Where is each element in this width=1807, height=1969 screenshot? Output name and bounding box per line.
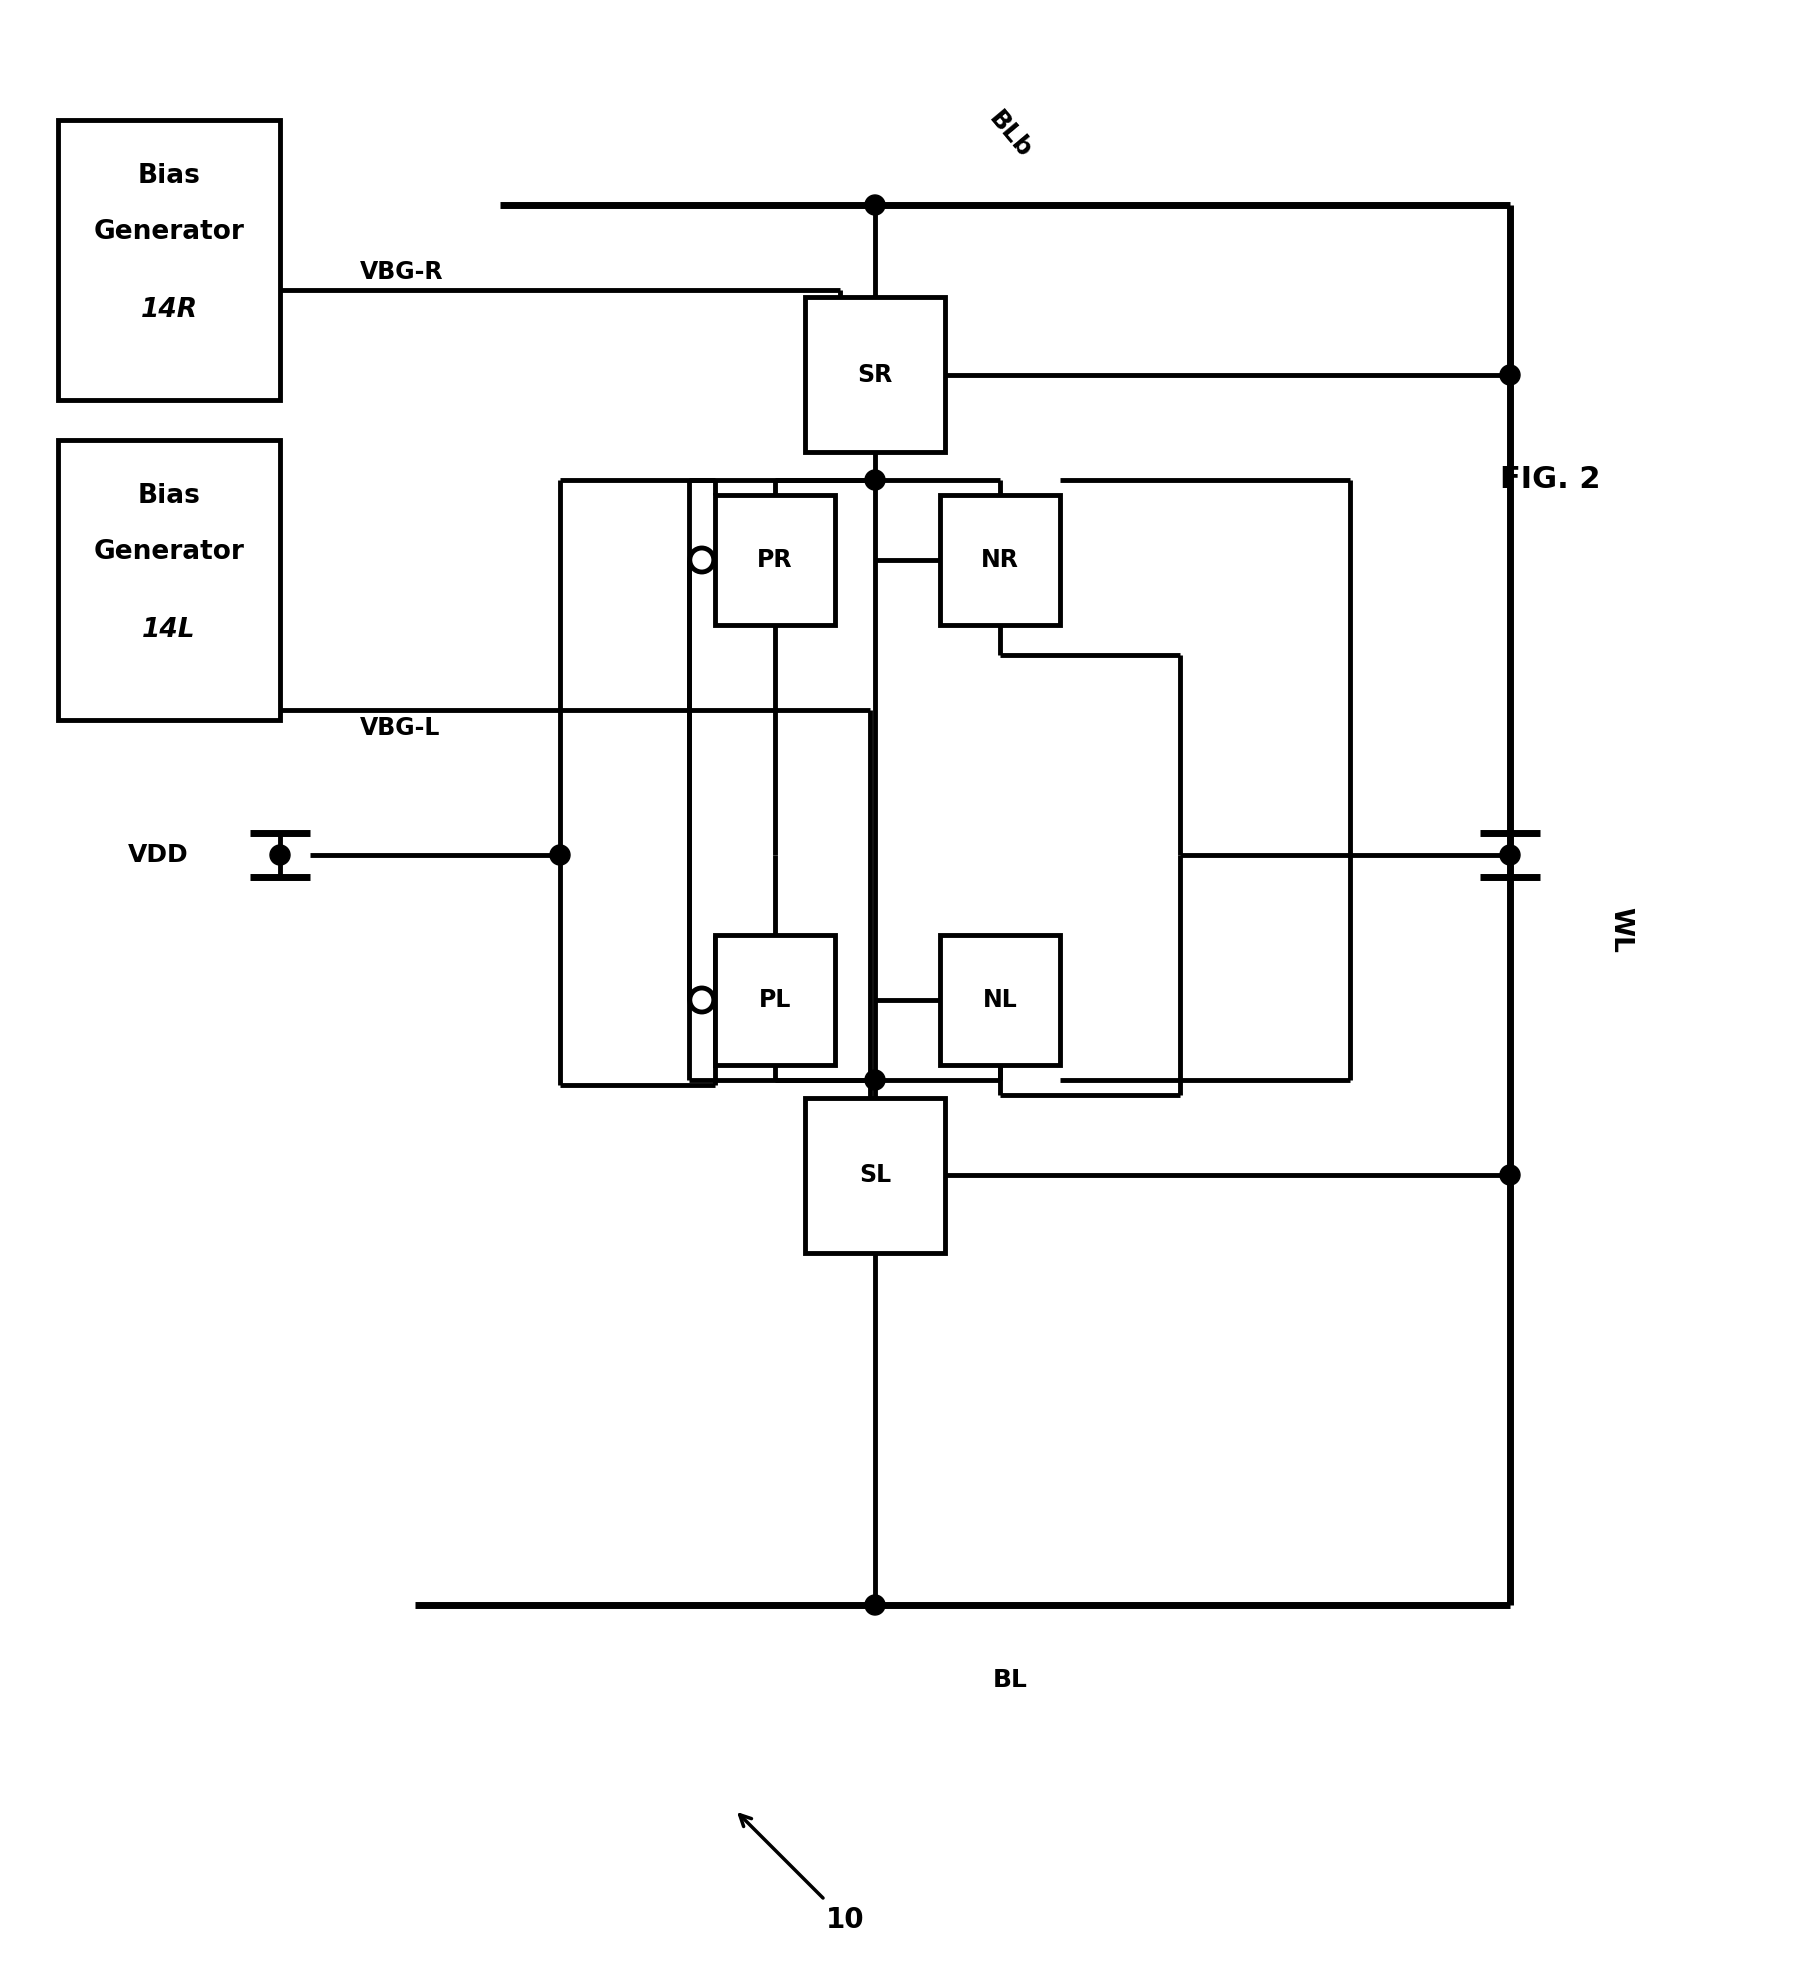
- Circle shape: [866, 195, 885, 215]
- Bar: [58, 439, 280, 721]
- Text: NR: NR: [981, 547, 1019, 573]
- Circle shape: [1500, 1166, 1520, 1185]
- Text: VBG-L: VBG-L: [360, 717, 441, 740]
- Bar: [716, 935, 835, 1065]
- Text: 14R: 14R: [141, 297, 197, 323]
- Bar: [940, 935, 1061, 1065]
- Circle shape: [866, 471, 885, 490]
- Text: WL: WL: [1606, 908, 1634, 953]
- Bar: [58, 120, 280, 400]
- Text: Bias: Bias: [137, 482, 201, 510]
- Text: SR: SR: [857, 362, 893, 388]
- Text: 10: 10: [826, 1906, 864, 1934]
- Text: FIG. 2: FIG. 2: [1500, 465, 1601, 494]
- Text: VDD: VDD: [126, 843, 188, 866]
- Circle shape: [1500, 364, 1520, 386]
- Text: Generator: Generator: [94, 219, 244, 244]
- Bar: [804, 297, 945, 453]
- Text: BLb: BLb: [983, 106, 1035, 163]
- Text: Bias: Bias: [137, 163, 201, 189]
- Text: 14L: 14L: [143, 618, 195, 644]
- Text: NL: NL: [983, 988, 1017, 1012]
- Text: PR: PR: [757, 547, 793, 573]
- Circle shape: [1500, 845, 1520, 864]
- Text: PL: PL: [759, 988, 791, 1012]
- Text: SL: SL: [858, 1164, 891, 1187]
- Bar: [940, 494, 1061, 624]
- Circle shape: [866, 1595, 885, 1615]
- Text: Generator: Generator: [94, 540, 244, 565]
- Text: VBG-R: VBG-R: [360, 260, 443, 284]
- Circle shape: [549, 845, 569, 864]
- Circle shape: [269, 845, 289, 864]
- Bar: [716, 494, 835, 624]
- Circle shape: [866, 1069, 885, 1091]
- Bar: [804, 1097, 945, 1252]
- Text: BL: BL: [992, 1668, 1028, 1691]
